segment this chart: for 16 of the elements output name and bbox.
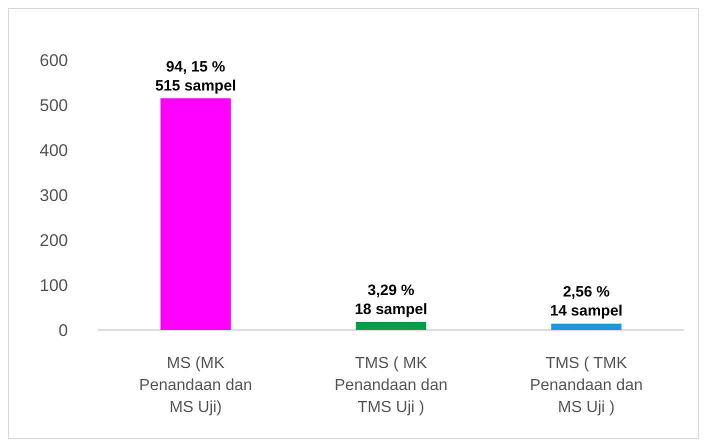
data-label: 94, 15 % 515 sampel: [155, 58, 236, 94]
y-tick-label: 400: [40, 140, 68, 160]
y-tick-label: 600: [40, 50, 68, 70]
bar: [551, 324, 622, 330]
data-label: 2,56 % 14 sampel: [550, 284, 623, 320]
data-label: 3,29 % 18 sampel: [354, 282, 428, 318]
x-tick-label: MS (MK Penandaan dan MS Uji): [139, 355, 252, 416]
y-tick-label: 300: [40, 186, 68, 205]
bar: [160, 98, 231, 330]
x-tick-label: TMS ( TMK Penandaan dan MS Uji ): [530, 355, 643, 416]
bar: [356, 322, 426, 330]
x-tick-label: TMS ( MK Penandaan dan TMS Uji ): [334, 355, 448, 416]
y-tick-label: 0: [58, 320, 68, 340]
y-tick-label: 500: [40, 96, 68, 115]
y-tick-label: 100: [40, 276, 68, 295]
y-tick-label: 200: [40, 230, 68, 250]
